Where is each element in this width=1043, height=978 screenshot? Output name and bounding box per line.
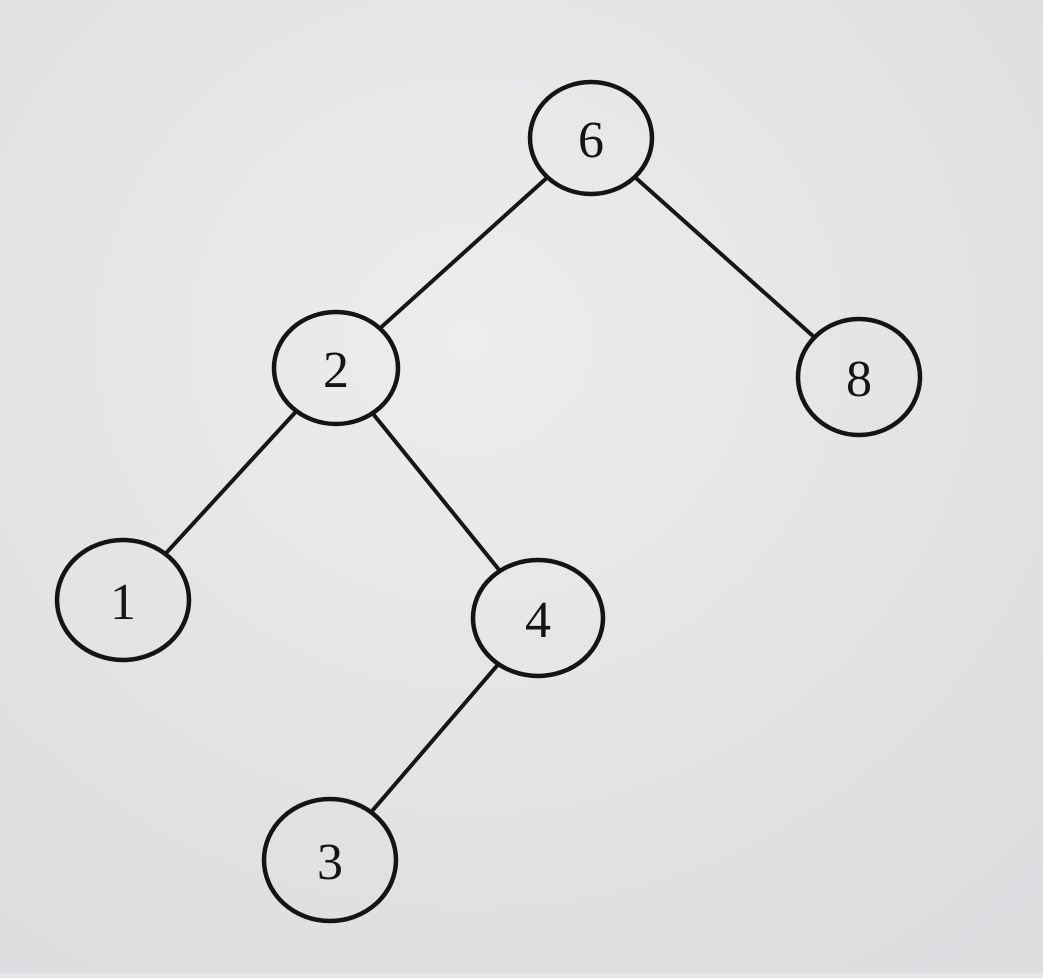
edge-n4-n3	[369, 662, 501, 815]
tree-node-4: 4	[470, 557, 606, 679]
node-circle	[470, 557, 606, 679]
tree-node-8: 8	[795, 316, 923, 438]
tree-node-2: 2	[271, 309, 401, 427]
tree-nodes: 62 81 43	[54, 79, 923, 924]
node-circle	[527, 79, 655, 197]
node-label: 6	[578, 112, 604, 169]
edge-n6-n2	[377, 175, 550, 331]
node-circle	[54, 537, 192, 663]
edge-n2-n1	[163, 409, 299, 556]
tree-node-6: 6	[527, 79, 655, 197]
tree-edges	[163, 175, 817, 815]
tree-node-1: 1	[54, 537, 192, 663]
tree-node-3: 3	[261, 796, 399, 924]
node-circle	[795, 316, 923, 438]
node-circle	[261, 796, 399, 924]
node-circle	[271, 309, 401, 427]
node-label: 8	[846, 351, 872, 408]
node-label: 3	[317, 834, 343, 891]
node-label: 2	[323, 342, 349, 399]
edge-n6-n8	[632, 175, 817, 340]
node-label: 4	[525, 592, 551, 649]
edge-n2-n4	[370, 411, 502, 573]
node-label: 1	[110, 574, 136, 631]
